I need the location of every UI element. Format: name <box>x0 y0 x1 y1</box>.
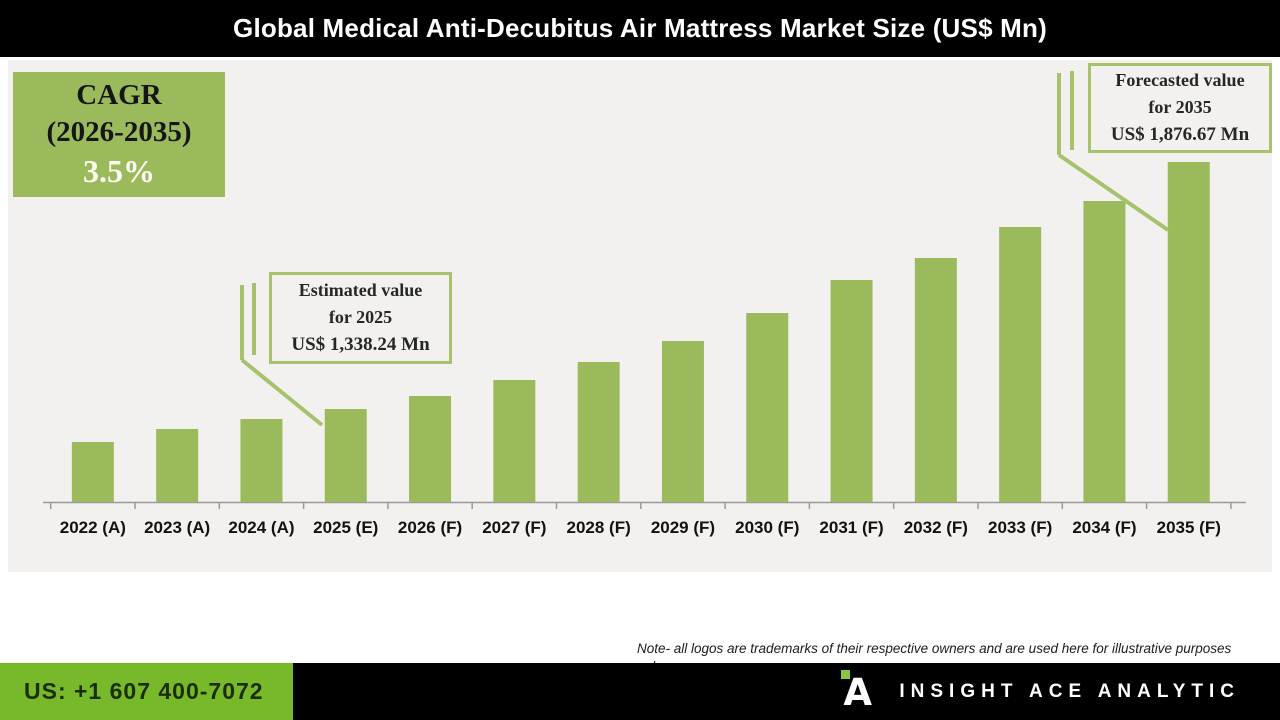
bar-2026f <box>409 396 452 502</box>
x-axis-label: 2025 (E) <box>313 518 378 537</box>
publisher-name: INSIGHT ACE ANALYTIC <box>899 680 1240 702</box>
callout-forecast-line2: for 2035 <box>1148 96 1212 117</box>
callout-estimated-line2: for 2025 <box>328 306 393 327</box>
cagr-value: 3.5% <box>83 153 155 190</box>
bar-2027f <box>493 380 536 502</box>
callout-forecast-line1: Forecasted value <box>1115 69 1245 90</box>
x-axis-label: 2022 (A) <box>60 518 126 537</box>
chart-panel: 2022 (A) 2023 (A) 2024 (A) 2025 (E) 2026 (F)… <box>8 60 1272 572</box>
callout-estimated-value: US$ 1,338.24 Mn <box>291 333 430 355</box>
x-axis-label: 2033 (F) <box>988 518 1052 537</box>
bar-2028f <box>577 362 620 502</box>
cagr-label: CAGR <box>76 78 162 111</box>
x-axis-label: 2026 (F) <box>398 518 462 537</box>
callout-forecast-value: US$ 1,876.67 Mn <box>1110 123 1250 145</box>
bar-2033f <box>999 227 1042 502</box>
chart-title: Global Medical Anti-Decubitus Air Mattre… <box>233 13 1047 43</box>
bar-2034f <box>1083 201 1126 502</box>
x-axis-label: 2035 (F) <box>1157 518 1221 537</box>
forecast-connector-line <box>1057 153 1170 232</box>
phone-number: US: +1 607 400-7072 <box>24 678 264 704</box>
bar-2035f <box>1167 162 1210 502</box>
estimated-connector-line <box>240 358 324 427</box>
x-axis-label: 2024 (A) <box>228 518 294 537</box>
callout-forecast-2035: Forecasted value for 2035 US$ 1,876.67 M… <box>1088 63 1272 153</box>
bar-2029f <box>661 341 704 502</box>
x-axis-label: 2027 (F) <box>482 518 546 537</box>
bar-2022a <box>71 442 114 502</box>
bar-2023a <box>156 429 199 502</box>
title-bar: Global Medical Anti-Decubitus Air Mattre… <box>0 0 1280 57</box>
footer-bar: US: +1 607 400-7072 A INSIGHT ACE ANALYT… <box>0 663 1280 720</box>
bar-2032f <box>914 258 957 502</box>
bar-2024a <box>240 419 283 502</box>
bar-2031f <box>830 280 873 502</box>
bar-2030f <box>746 313 789 502</box>
x-axis-label: 2029 (F) <box>651 518 715 537</box>
bar-2025e <box>324 409 367 502</box>
x-axis-label: 2030 (F) <box>735 518 799 537</box>
x-axis-label: 2032 (F) <box>904 518 968 537</box>
callout-estimated-2025: Estimated value for 2025 US$ 1,338.24 Mn <box>269 272 452 364</box>
contributors-strip: Market Contributors: arjo stryker® LINET… <box>0 572 1280 663</box>
logo-green-dot <box>841 669 851 679</box>
phone-badge: US: +1 607 400-7072 <box>0 663 293 720</box>
x-axis-label: 2034 (F) <box>1072 518 1136 537</box>
publisher-brand: A INSIGHT ACE ANALYTIC <box>841 663 1240 720</box>
x-axis-label: 2028 (F) <box>567 518 631 537</box>
cagr-period: (2026-2035) <box>46 116 192 149</box>
x-axis-label: 2031 (F) <box>819 518 883 537</box>
trademark-note: Note- all logos are trademarks of their … <box>637 641 1232 656</box>
bar-chart: 2022 (A) 2023 (A) 2024 (A) 2025 (E) 2026 (F)… <box>43 71 1246 537</box>
cagr-badge: CAGR (2026-2035) 3.5% <box>13 72 225 197</box>
insight-ace-logo-icon: A <box>841 669 873 714</box>
x-axis-label: 2023 (A) <box>144 518 210 537</box>
callout-estimated-line1: Estimated value <box>298 279 423 300</box>
